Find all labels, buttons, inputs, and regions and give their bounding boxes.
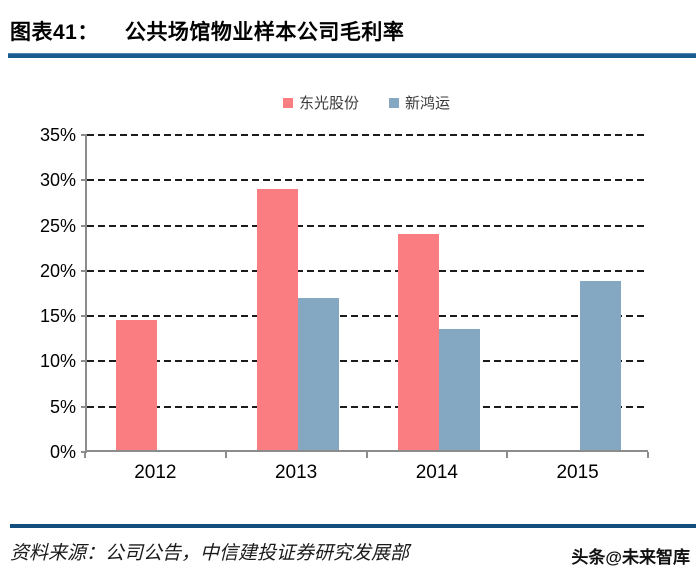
y-axis-tick-mark [81, 224, 87, 227]
x-axis-tick-mark [647, 452, 649, 458]
legend-item-xinhongyun: 新鸿运 [389, 92, 450, 113]
gridline-30 [87, 179, 648, 182]
footer-divider [10, 524, 696, 528]
gridline-25 [87, 224, 648, 227]
y-axis-tick-label: 20% [39, 260, 76, 281]
y-axis-tick-mark [81, 134, 87, 136]
x-axis-tick-mark [506, 452, 509, 458]
bar-新鸿运-2013 [298, 297, 340, 450]
chart-plot-area [85, 134, 648, 452]
y-axis-tick-mark [81, 405, 87, 408]
x-axis-label-2015: 2015 [556, 462, 599, 483]
watermark-text: 头条@未来智库 [571, 548, 690, 567]
figure-title-text: 公共场馆物业样本公司毛利率 [124, 21, 405, 44]
source-note: 资料来源：公司公告，中信建投证券研究发展部 [10, 543, 410, 564]
y-axis-tick-label: 5% [49, 396, 76, 417]
legend-item-dongguang: 东光股份 [282, 92, 359, 113]
legend-label-dongguang: 东光股份 [298, 95, 359, 112]
legend-swatch-xinhongyun [389, 97, 399, 108]
y-axis-tick-label: 25% [39, 215, 76, 236]
y-axis-tick-label: 35% [39, 125, 76, 145]
y-axis-tick-mark [81, 269, 87, 272]
chart-legend: 东光股份 新鸿运 [85, 92, 648, 113]
x-axis-tick-mark [365, 452, 368, 458]
bar-新鸿运-2014 [438, 328, 480, 450]
page-title: 图表41： 公共场馆物业样本公司毛利率 [10, 16, 404, 46]
y-axis-tick-label: 0% [49, 442, 76, 462]
y-axis-tick-mark [81, 360, 87, 363]
gridline-15 [87, 315, 648, 318]
bar-新鸿运-2015 [579, 280, 621, 450]
x-axis-label-2013: 2013 [274, 462, 318, 483]
y-axis-tick-mark [81, 179, 87, 182]
y-axis-tick-label: 10% [39, 351, 76, 372]
y-axis-tick-label: 30% [39, 170, 76, 191]
bar-东光股份-2012 [116, 320, 158, 450]
legend-label-xinhongyun: 新鸿运 [405, 95, 451, 112]
bar-东光股份-2013 [257, 189, 299, 450]
bar-东光股份-2014 [397, 234, 439, 450]
figure-number-label: 图表41： [10, 21, 99, 44]
gridline-35 [87, 134, 648, 136]
gridline-20 [87, 269, 648, 272]
x-axis-label-2014: 2014 [415, 462, 459, 483]
y-axis-tick-label: 15% [39, 306, 76, 327]
y-axis-tick-mark [81, 315, 87, 318]
x-axis-tick-mark [84, 452, 86, 458]
x-axis-label-2012: 2012 [134, 462, 177, 483]
gridline-10 [87, 360, 648, 363]
legend-swatch-dongguang [282, 97, 293, 108]
header-divider [8, 53, 696, 58]
gridline-5 [87, 405, 648, 408]
x-axis-tick-mark [224, 452, 227, 458]
